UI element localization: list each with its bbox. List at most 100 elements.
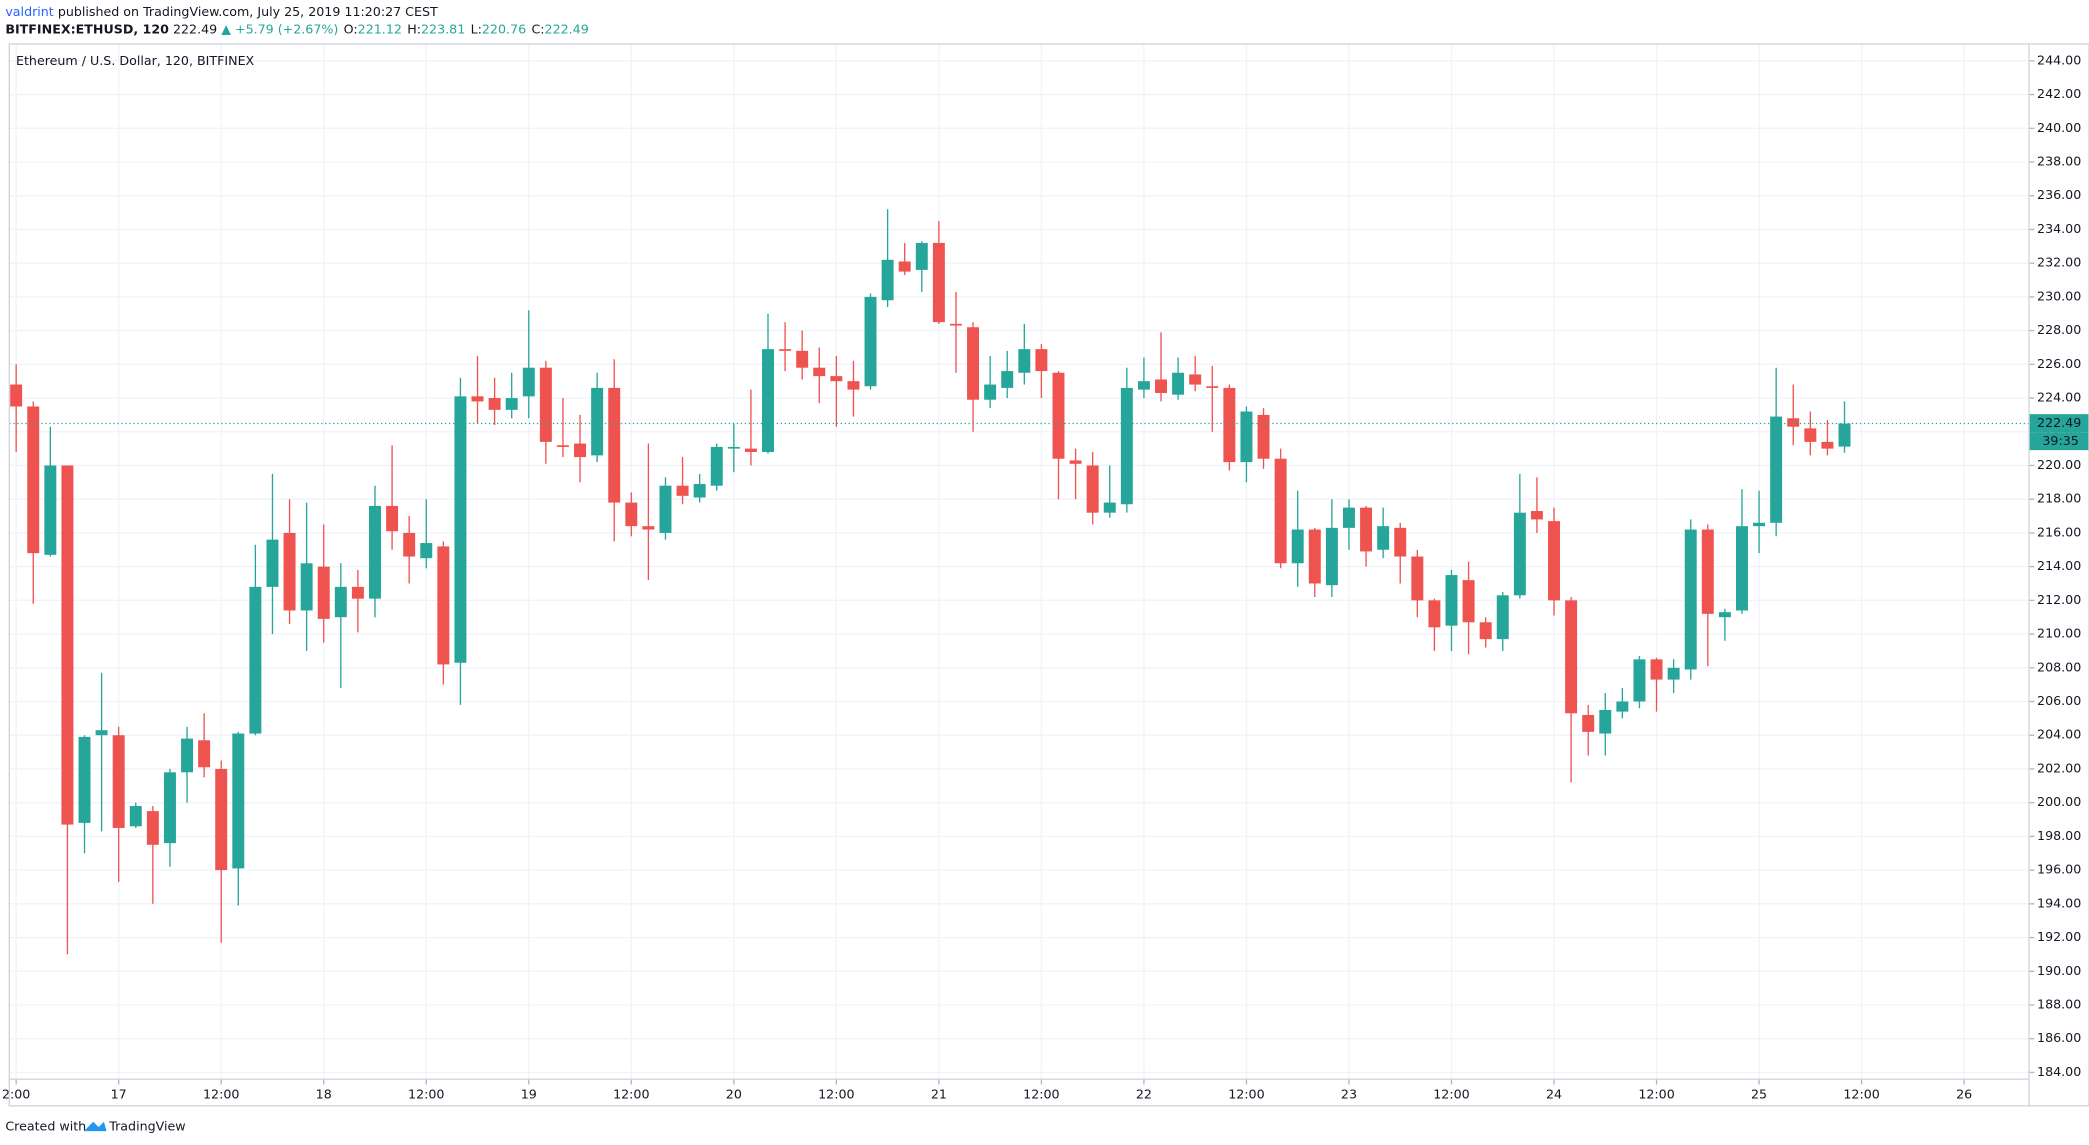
footer-brand[interactable]: TradingView bbox=[108, 1119, 185, 1134]
candle-body bbox=[1223, 387, 1236, 463]
candle-body bbox=[1684, 529, 1697, 670]
candle-body bbox=[1394, 527, 1407, 557]
candle-body bbox=[1736, 526, 1748, 611]
symbol: BITFINEX:ETHUSD, 120 bbox=[5, 21, 169, 36]
candle-body bbox=[300, 563, 313, 611]
published: published on TradingView.com, July 25, 2… bbox=[58, 4, 438, 19]
candle-body bbox=[881, 259, 894, 301]
candle-body bbox=[1018, 349, 1031, 373]
x-tick-label: 12:00 bbox=[1638, 1087, 1674, 1102]
y-tick-label: 212.00 bbox=[2037, 592, 2081, 607]
candle-body bbox=[1035, 349, 1048, 372]
y-tick-label: 232.00 bbox=[2037, 255, 2081, 270]
candle-body bbox=[112, 735, 125, 828]
candle-body bbox=[762, 349, 774, 452]
candle-body bbox=[1001, 371, 1014, 388]
candle-body bbox=[1291, 529, 1304, 564]
candle-body bbox=[967, 327, 980, 400]
candle-body bbox=[796, 350, 809, 368]
candle-body bbox=[249, 586, 262, 734]
x-tick-label: 24 bbox=[1546, 1087, 1562, 1102]
candle-body bbox=[1411, 556, 1424, 601]
last: 222.49 bbox=[173, 21, 217, 36]
candle-body bbox=[351, 586, 364, 599]
candle-body bbox=[78, 736, 91, 823]
x-tick-label: 2:00 bbox=[2, 1087, 30, 1102]
candle-body bbox=[1274, 458, 1287, 564]
candle-body bbox=[727, 446, 740, 449]
candle-body bbox=[1650, 659, 1663, 680]
candle-body bbox=[1069, 460, 1082, 464]
candle-body bbox=[1513, 512, 1526, 596]
candle-body bbox=[591, 387, 604, 456]
candle-body bbox=[574, 443, 587, 458]
candle-body bbox=[129, 806, 142, 827]
footer-text: Created with bbox=[5, 1119, 86, 1134]
x-tick-label: 12:00 bbox=[1023, 1087, 1059, 1102]
y-tick-label: 184.00 bbox=[2037, 1064, 2081, 1079]
candle-body bbox=[266, 539, 279, 587]
ohlc-label: O: bbox=[344, 21, 358, 36]
candle-body bbox=[864, 296, 877, 387]
candle-body bbox=[1804, 428, 1817, 442]
y-tick-label: 204.00 bbox=[2037, 727, 2081, 742]
candle-body bbox=[1599, 709, 1612, 734]
ohlc-label: L: bbox=[471, 21, 482, 36]
publish-line: valdrint published on TradingView.com, J… bbox=[5, 4, 438, 19]
y-tick-label: 194.00 bbox=[2037, 895, 2081, 910]
candle-body bbox=[1787, 418, 1800, 427]
y-tick-label: 206.00 bbox=[2037, 693, 2081, 708]
candle-body bbox=[10, 384, 23, 407]
candle-body bbox=[693, 484, 706, 498]
x-tick-label: 20 bbox=[726, 1087, 742, 1102]
x-tick-label: 21 bbox=[931, 1087, 947, 1102]
y-tick-label: 226.00 bbox=[2037, 356, 2081, 371]
y-tick-label: 244.00 bbox=[2037, 52, 2081, 67]
x-tick-label: 12:00 bbox=[1843, 1087, 1879, 1102]
candle-body bbox=[317, 566, 330, 619]
candle-body bbox=[847, 381, 860, 390]
candle-body bbox=[505, 398, 518, 410]
candle-body bbox=[1616, 701, 1629, 712]
candle-body bbox=[676, 485, 689, 496]
frame bbox=[8, 43, 2089, 1107]
y-tick-label: 208.00 bbox=[2037, 659, 2081, 674]
candle-body bbox=[283, 532, 296, 611]
candle-body bbox=[813, 367, 826, 377]
candle-body bbox=[1240, 411, 1253, 463]
candle-body bbox=[898, 261, 911, 272]
candle-body bbox=[1308, 529, 1321, 584]
y-tick-label: 210.00 bbox=[2037, 626, 2081, 641]
candle-body bbox=[1445, 575, 1458, 626]
y-tick-label: 228.00 bbox=[2037, 322, 2081, 337]
candle-body bbox=[471, 396, 484, 402]
candle-body bbox=[454, 396, 467, 663]
candle-body bbox=[556, 445, 569, 447]
candle-body bbox=[744, 448, 757, 452]
candle-body bbox=[61, 465, 74, 825]
candle-body bbox=[163, 772, 176, 844]
candle-body bbox=[1667, 667, 1680, 680]
x-tick-label: 12:00 bbox=[203, 1087, 239, 1102]
y-tick-label: 238.00 bbox=[2037, 154, 2081, 169]
y-tick-label: 214.00 bbox=[2037, 558, 2081, 573]
author[interactable]: valdrint bbox=[5, 4, 53, 19]
candle-body bbox=[539, 367, 552, 442]
candle-body bbox=[1103, 502, 1116, 513]
candle-body bbox=[1701, 529, 1714, 614]
y-tick-label: 200.00 bbox=[2037, 794, 2081, 809]
candle-body bbox=[215, 768, 228, 871]
x-tick-label: 25 bbox=[1751, 1087, 1767, 1102]
plot: 184.00 186.00 188.00 190.00 192.00 194.00 196.… bbox=[2, 43, 2089, 1102]
candle-body bbox=[44, 465, 57, 555]
candle-body bbox=[608, 387, 621, 503]
candle-body bbox=[1770, 416, 1783, 523]
y-tick-label: 236.00 bbox=[2037, 187, 2081, 202]
candle-body bbox=[1257, 414, 1270, 459]
y-tick-label: 224.00 bbox=[2037, 390, 2081, 405]
candle-body bbox=[1172, 372, 1185, 395]
x-tick-label: 23 bbox=[1341, 1087, 1357, 1102]
y-tick-label: 186.00 bbox=[2037, 1030, 2081, 1045]
